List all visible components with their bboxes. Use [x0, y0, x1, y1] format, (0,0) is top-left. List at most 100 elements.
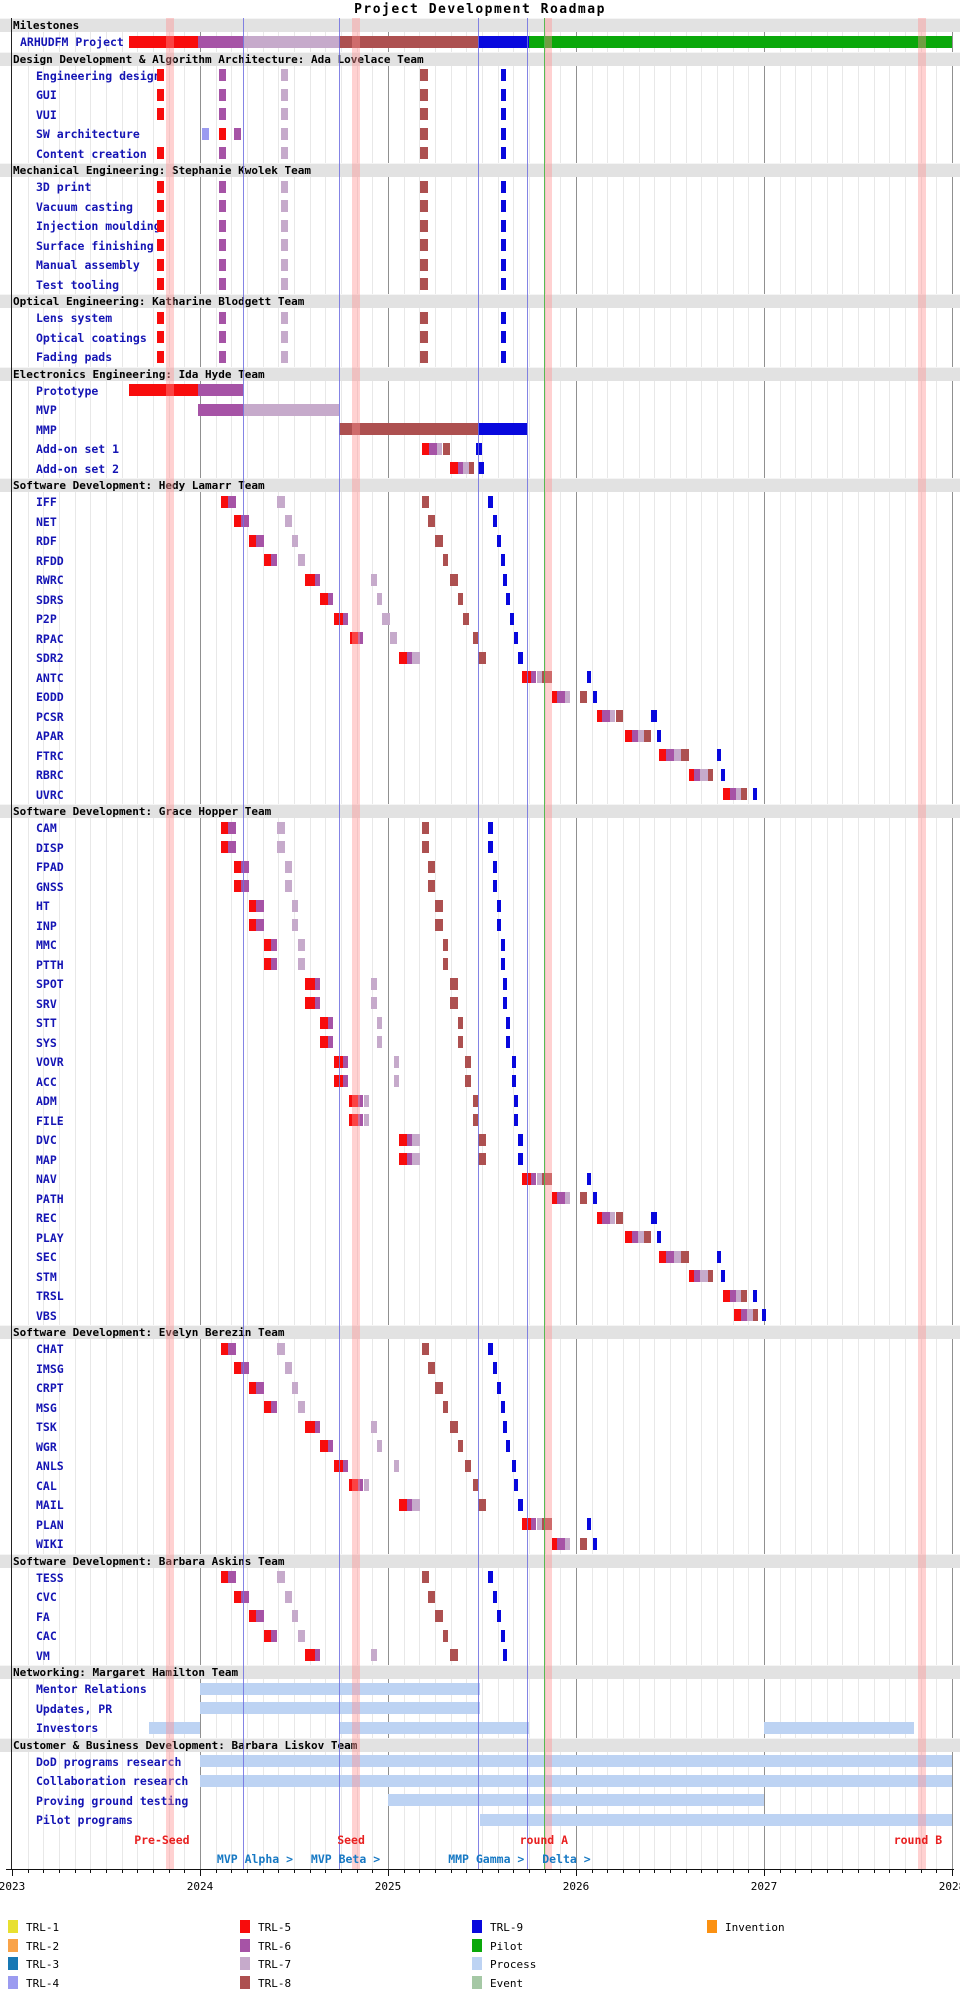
gantt-bar-t5	[305, 997, 315, 1009]
month-gridline	[701, 18, 703, 1869]
gantt-bar-t5	[233, 515, 242, 527]
task-row: VBS	[0, 1306, 960, 1326]
gantt-bar-t9	[493, 880, 498, 892]
gantt-bar-t5	[624, 1231, 633, 1243]
gantt-bar-t8	[542, 1172, 552, 1185]
axis-month-tick	[325, 1870, 327, 1873]
task-row: CHAT	[0, 1339, 960, 1359]
gantt-bar-t6	[314, 977, 321, 990]
gantt-bar-t5	[263, 1629, 272, 1642]
month-gridline	[795, 18, 797, 1869]
task-label: SEC	[36, 1250, 57, 1264]
gantt-bar-t5	[156, 88, 165, 101]
gantt-bar-t5	[333, 1459, 343, 1472]
gantt-bar-t6	[218, 311, 227, 324]
gantt-bar-t6	[602, 710, 610, 722]
gantt-bar-t6	[457, 462, 464, 474]
gantt-bar-t5	[233, 860, 242, 873]
gantt-bar-t7	[280, 69, 289, 81]
month-gridline	[920, 18, 922, 1869]
axis-year-tick	[952, 1870, 953, 1876]
month-gridline	[450, 18, 452, 1869]
month-gridline	[435, 18, 436, 1869]
gantt-bar-t8	[421, 1342, 430, 1355]
gantt-bar-t5	[156, 180, 165, 193]
gantt-bar-t5	[305, 573, 315, 586]
task-row: MSG	[0, 1398, 960, 1418]
gantt-bar-t8	[420, 69, 428, 81]
gantt-bar-t5	[399, 1133, 407, 1146]
task-row: CAM	[0, 818, 960, 838]
gantt-bar-t8	[478, 1498, 486, 1511]
gantt-bar-t8	[420, 331, 428, 343]
gantt-bar-t7	[536, 1518, 543, 1530]
task-row: SDR2	[0, 648, 960, 668]
gantt-bar-t9	[500, 278, 507, 290]
gantt-bar-process	[764, 1721, 915, 1734]
task-row: RBRC	[0, 765, 960, 785]
gantt-bar-t5	[263, 938, 272, 951]
section-header: Networking: Margaret Hamilton Team	[0, 1665, 960, 1679]
gantt-bar-t8	[542, 671, 552, 683]
gantt-bar-t9	[587, 1518, 592, 1530]
gantt-bar-t7	[371, 1420, 377, 1433]
task-row: PLAN	[0, 1515, 960, 1535]
gantt-bar-process	[480, 1813, 952, 1826]
month-gridline	[717, 18, 718, 1869]
gantt-bar-t5	[320, 1036, 328, 1048]
legend-swatch-t9	[472, 1920, 482, 1933]
year-gridline	[576, 18, 577, 1869]
task-row: ARHUDFM Project	[0, 32, 960, 52]
gantt-bar-t7	[536, 1172, 543, 1185]
gantt-bar-t5	[218, 127, 227, 140]
task-label: CHAT	[36, 1342, 64, 1356]
month-gridline	[90, 18, 92, 1869]
task-label: GNSS	[36, 879, 64, 894]
task-label: Add-on set 2	[36, 461, 120, 476]
axis-month-tick	[278, 1870, 280, 1873]
task-row: Engineering design	[0, 66, 960, 86]
gantt-bar-t5	[220, 841, 229, 853]
task-label: ANTC	[36, 670, 64, 685]
axis-month-tick	[215, 1870, 217, 1873]
month-gridline	[670, 18, 671, 1869]
gantt-bar-t7	[747, 1309, 753, 1321]
gantt-bar-t9	[514, 632, 518, 644]
month-gridline	[482, 18, 483, 1869]
gantt-bar-t8	[450, 573, 458, 586]
gantt-bar-t9	[506, 1016, 511, 1029]
gantt-bar-t5	[658, 749, 667, 761]
gantt-bar-t9	[720, 768, 725, 781]
task-row: DVC	[0, 1130, 960, 1150]
gantt-bar-t7	[735, 788, 742, 800]
task-label: HT	[36, 899, 50, 913]
gantt-bar-t7	[284, 1590, 293, 1603]
task-label: REC	[36, 1211, 57, 1225]
legend-label: Pilot	[490, 1939, 524, 1953]
task-label: SDRS	[36, 592, 64, 607]
gantt-bar-t7	[393, 1055, 400, 1068]
gantt-bar-t8	[615, 1211, 623, 1224]
gantt-bar-t8	[472, 1094, 479, 1107]
gantt-bar-t9	[517, 1498, 524, 1511]
gantt-bar-t7	[277, 821, 285, 834]
legend-swatch-invention	[707, 1920, 717, 1933]
month-gridline	[732, 18, 734, 1869]
task-row: TESS	[0, 1568, 960, 1588]
gantt-bar-t7	[292, 919, 298, 931]
axis-month-tick	[43, 1870, 45, 1873]
legend-swatch-t7	[240, 1957, 250, 1970]
gantt-bar-t9	[500, 200, 507, 212]
gantt-bar-t8	[435, 1381, 443, 1394]
gantt-bar-t9	[500, 180, 507, 193]
month-gridline	[513, 18, 515, 1869]
section-header: Electronics Engineering: Ida Hyde Team	[0, 366, 960, 381]
task-label: RDF	[36, 534, 57, 548]
task-row: RWRC	[0, 570, 960, 590]
gantt-bar-t5	[248, 919, 257, 931]
task-row: Injection moulding	[0, 216, 960, 236]
gantt-bar-t9	[487, 821, 494, 834]
task-label: Add-on set 1	[36, 442, 120, 456]
task-label: SPOT	[36, 977, 64, 991]
gantt-bar-t9	[587, 671, 592, 683]
